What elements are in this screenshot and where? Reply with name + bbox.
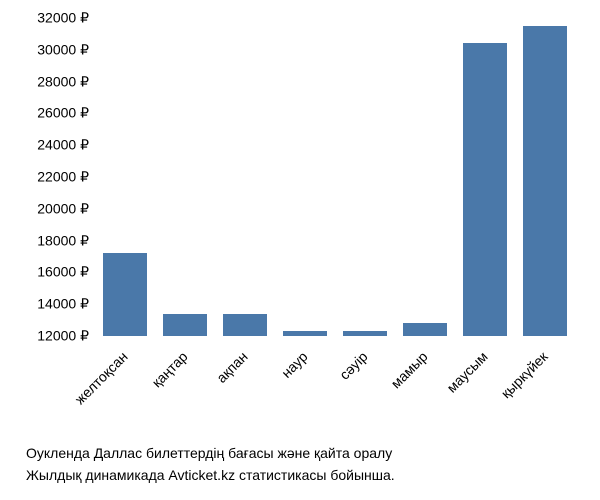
x-tick-label: мамыр xyxy=(388,348,431,391)
y-tick-label: 18000 ₽ xyxy=(37,232,89,249)
chart-root: 12000 ₽ 14000 ₽ 16000 ₽ 18000 ₽ 20000 ₽ 22000… xyxy=(0,0,600,500)
bar xyxy=(403,323,446,336)
y-tick-label: 28000 ₽ xyxy=(37,73,89,90)
y-tick-label: 14000 ₽ xyxy=(37,296,89,313)
y-tick-label: 26000 ₽ xyxy=(37,105,89,122)
bar xyxy=(103,253,146,336)
y-tick-label: 22000 ₽ xyxy=(37,169,89,186)
x-tick-label: наур xyxy=(278,348,311,381)
y-tick-label: 32000 ₽ xyxy=(37,10,89,27)
plot-area xyxy=(95,18,575,336)
bar xyxy=(223,314,266,336)
bar xyxy=(463,43,506,336)
chart-caption: Оукленда Даллас билеттердің бағасы және … xyxy=(26,442,395,486)
x-tick-label: сәуір xyxy=(336,348,370,382)
x-tick-label: маусым xyxy=(443,348,490,395)
bar xyxy=(523,26,566,336)
bar xyxy=(283,331,326,336)
y-tick-label: 30000 ₽ xyxy=(37,41,89,58)
x-tick-label: желтоқсан xyxy=(72,348,131,407)
y-tick-label: 24000 ₽ xyxy=(37,137,89,154)
y-tick-label: 16000 ₽ xyxy=(37,264,89,281)
y-tick-label: 12000 ₽ xyxy=(37,328,89,345)
x-tick-label: қыркүйек xyxy=(498,348,551,401)
x-tick-label: ақпан xyxy=(213,348,250,385)
y-tick-label: 20000 ₽ xyxy=(37,200,89,217)
bar xyxy=(163,314,206,336)
x-tick-label: қаңтар xyxy=(149,348,191,390)
bar xyxy=(343,331,386,336)
